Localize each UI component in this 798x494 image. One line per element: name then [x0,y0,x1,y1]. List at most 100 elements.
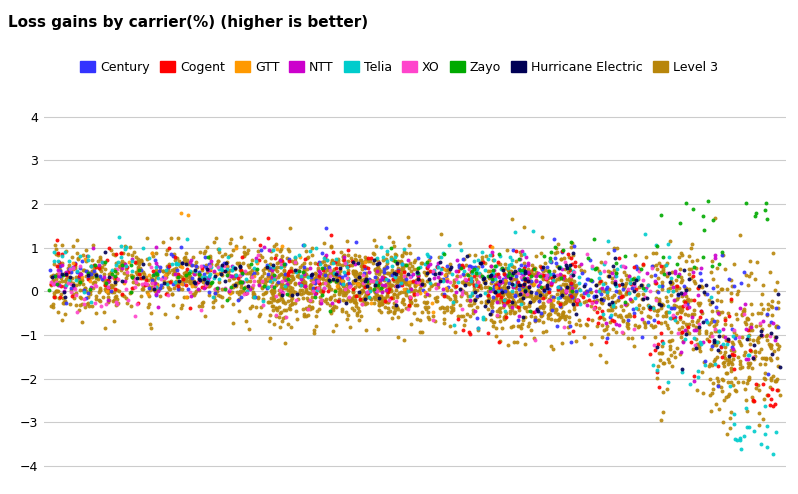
Point [649,346,662,354]
Point [567,305,580,313]
Point [215,261,228,269]
Point [303,305,316,313]
Point [384,271,397,279]
Point [474,259,487,267]
Point [656,339,669,347]
Point [331,282,344,290]
Point [532,281,545,288]
Point [400,304,413,312]
Point [318,284,330,292]
Point [416,258,429,266]
Point [450,282,463,290]
Point [650,368,663,376]
Point [356,262,369,270]
Point [389,297,402,305]
Point [454,272,467,280]
Point [389,270,402,278]
Point [269,272,282,280]
Point [524,272,537,280]
Point [106,282,119,290]
Point [52,270,65,278]
Point [636,304,649,312]
Point [306,297,318,305]
Point [389,301,402,309]
Point [176,259,188,267]
Point [453,301,466,309]
Point [374,295,387,303]
Point [401,270,414,278]
Point [269,264,282,272]
Point [337,291,350,299]
Point [397,247,410,255]
Point [521,323,534,330]
Point [202,266,215,274]
Point [765,350,778,358]
Point [490,272,503,280]
Point [557,308,570,316]
Point [101,288,113,295]
Point [330,255,342,263]
Point [591,322,603,330]
Point [96,263,109,271]
Point [172,286,185,293]
Point [665,328,678,336]
Point [771,340,784,348]
Point [512,269,525,277]
Point [332,297,345,305]
Point [157,278,170,286]
Point [325,243,338,251]
Point [61,267,74,275]
Point [653,300,666,308]
Point [499,314,512,322]
Point [215,285,228,293]
Point [302,252,314,260]
Point [199,247,211,255]
Point [494,308,507,316]
Point [536,302,549,310]
Point [544,311,557,319]
Point [568,283,581,290]
Point [440,285,452,292]
Point [563,266,576,274]
Point [530,277,543,285]
Point [118,291,131,299]
Point [307,287,320,295]
Point [170,277,183,285]
Point [109,276,122,284]
Point [150,266,163,274]
Point [741,355,754,363]
Point [382,276,395,284]
Point [99,281,112,288]
Point [153,284,166,292]
Point [377,264,390,272]
Point [716,353,729,361]
Point [307,284,320,292]
Point [286,268,299,276]
Point [653,298,666,306]
Point [307,288,320,295]
Point [207,298,219,306]
Point [333,272,346,280]
Point [516,275,528,283]
Point [583,255,596,263]
Point [563,293,575,301]
Point [354,296,366,304]
Point [710,264,723,272]
Point [67,279,80,287]
Point [223,285,236,293]
Point [550,322,563,329]
Point [58,248,71,256]
Point [746,326,759,334]
Point [486,276,499,284]
Point [211,257,224,265]
Point [344,282,357,290]
Point [395,273,408,281]
Point [226,272,239,280]
Point [203,270,216,278]
Point [130,258,143,266]
Point [342,251,354,259]
Point [647,361,660,369]
Point [559,283,572,291]
Point [267,288,280,295]
Point [516,247,528,255]
